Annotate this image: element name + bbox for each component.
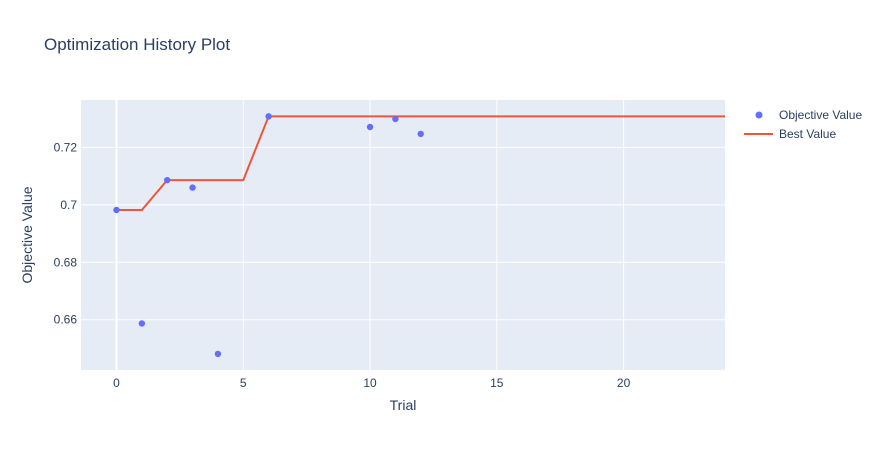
legend-item-best-value[interactable]: Best Value (744, 127, 836, 141)
objective-value-point (392, 115, 399, 123)
x-tick-label: 15 (490, 376, 504, 390)
series-layer (113, 113, 725, 358)
objective-value-point (164, 176, 171, 184)
x-tick-labels: 0 5 10 15 20 (113, 376, 630, 390)
legend[interactable]: Objective Value Best Value (744, 108, 862, 141)
plot-area (81, 100, 725, 370)
objective-value-point (214, 350, 222, 358)
y-tick-labels: 0.66 0.68 0.7 0.72 (54, 140, 78, 326)
x-tick-label: 10 (363, 376, 377, 390)
objective-value-point (189, 184, 196, 191)
objective-value-point (417, 130, 424, 138)
objective-value-point (265, 113, 272, 120)
objective-value-point (138, 320, 146, 327)
y-tick-label: 0.72 (54, 140, 78, 154)
x-axis-title: Trial (390, 397, 417, 413)
legend-label-best-value: Best Value (779, 127, 836, 141)
legend-marker-objective-value (755, 111, 763, 119)
x-tick-label: 0 (113, 376, 120, 390)
objective-value-point (366, 123, 374, 131)
best-value-line (116, 115, 725, 212)
legend-label-objective-value: Objective Value (779, 108, 862, 122)
objective-value-point (113, 206, 120, 214)
legend-item-objective-value[interactable]: Objective Value (755, 108, 863, 122)
y-tick-label: 0.66 (54, 313, 78, 327)
x-tick-label: 20 (617, 376, 631, 390)
grid-lines (81, 100, 725, 370)
chart-title: Optimization History Plot (44, 35, 230, 54)
y-tick-label: 0.68 (54, 255, 78, 269)
y-tick-label: 0.7 (60, 198, 77, 212)
x-tick-label: 5 (240, 376, 247, 390)
y-axis-title: Objective Value (19, 186, 35, 283)
